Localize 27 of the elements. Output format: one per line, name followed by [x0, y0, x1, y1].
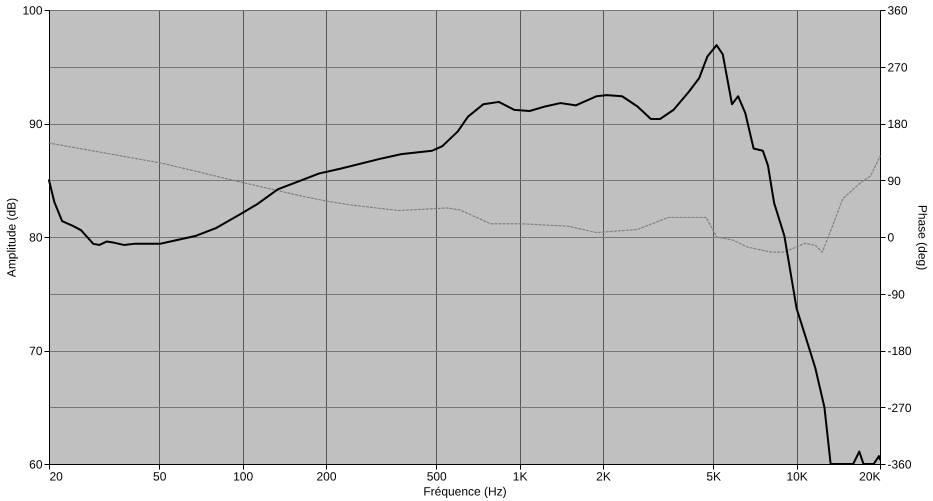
y-axis-title: Amplitude (dB): [4, 198, 18, 278]
x-tick-label: 2K: [596, 470, 611, 484]
y-tick-label: 70: [29, 344, 43, 358]
y2-tick-label: -360: [888, 458, 912, 472]
x-tick-label: 500: [426, 470, 448, 484]
y2-tick-label: -180: [888, 344, 912, 358]
y-tick-label: 80: [29, 230, 43, 244]
y2-tick-label: 360: [888, 4, 908, 18]
y-tick-label: 60: [29, 458, 43, 472]
x-tick-label: 50: [153, 470, 167, 484]
x-tick-label: 100: [233, 470, 254, 484]
y2-tick-label: 0: [888, 230, 894, 244]
x-tick-label: 20: [50, 470, 64, 484]
x-tick-label: 20K: [859, 470, 880, 484]
x-tick-label: 10K: [786, 470, 808, 484]
y2-tick-label: 180: [888, 117, 908, 131]
x-axis-title: Fréquence (Hz): [423, 484, 507, 498]
y2-tick-label: -270: [888, 400, 912, 415]
y-tick-label: 90: [29, 117, 43, 131]
x-tick-label: 5K: [706, 470, 722, 484]
y-tick-label: 100: [22, 4, 43, 18]
y2-tick-label: 90: [888, 174, 902, 188]
y2-axis-title: Phase (deg): [916, 204, 930, 270]
y2-tick-label: 270: [888, 60, 908, 74]
y2-tick-label: -90: [888, 287, 906, 302]
x-tick-label: 200: [316, 470, 337, 484]
x-tick-label: 1K: [512, 470, 528, 484]
